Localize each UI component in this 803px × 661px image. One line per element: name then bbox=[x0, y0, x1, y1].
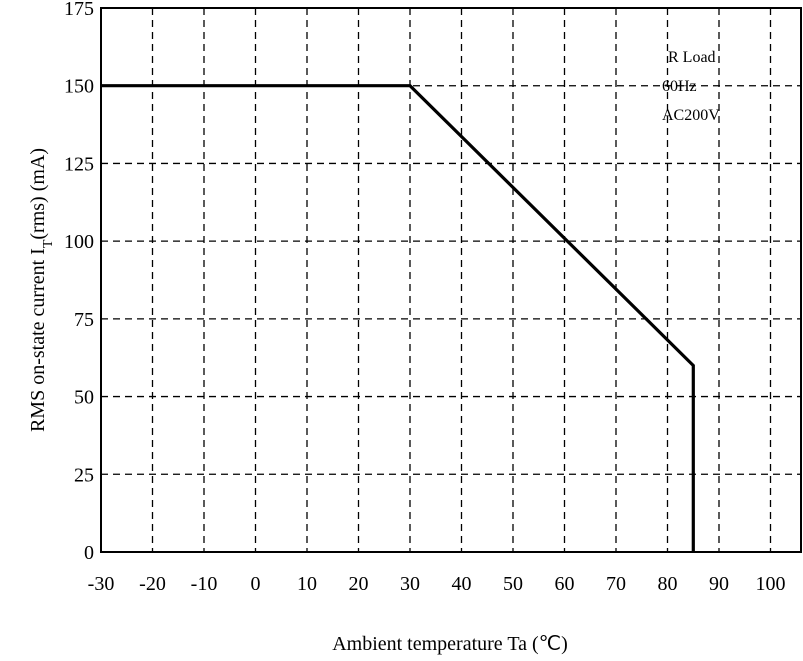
y-axis-title-main: RMS on-state current I bbox=[27, 248, 49, 432]
y-tick-label: 175 bbox=[64, 0, 94, 20]
x-tick-label: 20 bbox=[349, 573, 369, 595]
y-tick-label: 75 bbox=[74, 309, 94, 331]
y-tick-label: 25 bbox=[74, 464, 94, 486]
y-axis-title-subscript: T bbox=[41, 239, 56, 248]
y-tick-label: 125 bbox=[64, 153, 94, 175]
y-axis-title: RMS on-state current IT(rms) (mA) bbox=[27, 148, 56, 432]
y-tick-label: 50 bbox=[74, 387, 94, 409]
x-tick-label: -30 bbox=[88, 573, 115, 595]
x-tick-label: 100 bbox=[756, 573, 786, 595]
y-tick-label: 100 bbox=[64, 231, 94, 253]
x-tick-label: 30 bbox=[400, 573, 420, 595]
x-tick-label: 90 bbox=[709, 573, 729, 595]
x-tick-labels: -30 -20 -10 0 10 20 30 40 50 60 70 80 90 100 bbox=[88, 573, 786, 595]
x-tick-label: 50 bbox=[503, 573, 523, 595]
x-tick-label: 40 bbox=[452, 573, 472, 595]
y-tick-label: 0 bbox=[84, 542, 94, 564]
y-tick-labels: 0 25 50 75 100 125 150 175 bbox=[64, 0, 94, 564]
x-tick-label: 0 bbox=[251, 573, 261, 595]
grid bbox=[101, 8, 801, 552]
y-tick-label: 150 bbox=[64, 76, 94, 98]
derating-curve bbox=[101, 84, 695, 552]
annotation-load: R Load bbox=[668, 49, 716, 66]
x-axis-title: Ambient temperature Ta (℃) bbox=[332, 633, 568, 655]
x-tick-label: -20 bbox=[139, 573, 166, 595]
y-axis-title-tail: (rms) (mA) bbox=[27, 148, 49, 240]
x-tick-label: 10 bbox=[297, 573, 317, 595]
x-tick-label: 60 bbox=[555, 573, 575, 595]
x-tick-label: 70 bbox=[606, 573, 626, 595]
annotation-voltage: AC200V bbox=[662, 107, 720, 124]
annotation-frequency: 60Hz bbox=[662, 78, 697, 95]
x-tick-label: -10 bbox=[191, 573, 218, 595]
x-tick-label: 80 bbox=[658, 573, 678, 595]
plot-frame bbox=[100, 7, 802, 553]
